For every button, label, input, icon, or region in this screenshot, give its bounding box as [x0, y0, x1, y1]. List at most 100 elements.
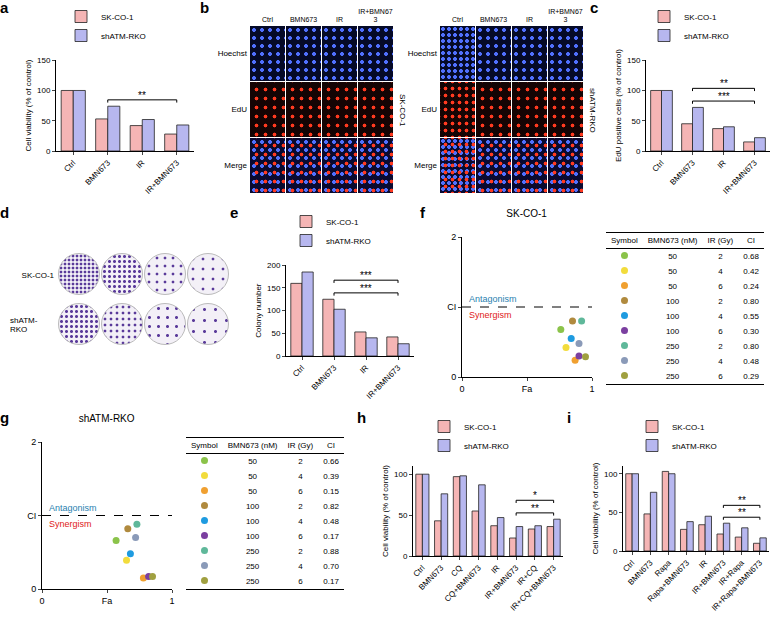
svg-text:**: **	[738, 507, 746, 518]
svg-text:2: 2	[451, 232, 456, 242]
svg-text:100: 100	[604, 470, 618, 479]
html-text:IR+BMN673: IR+BMN673	[358, 8, 393, 23]
svg-text:BMN673: BMN673	[668, 158, 697, 187]
svg-text:0: 0	[31, 584, 36, 594]
svg-text:CI: CI	[27, 511, 36, 521]
html-text:EdU: EdU	[231, 105, 247, 114]
html-text:SK-CO-1: SK-CO-1	[21, 270, 54, 280]
svg-text:0: 0	[636, 147, 641, 156]
svg-text:SK-CO-1: SK-CO-1	[684, 13, 717, 22]
svg-text:CQ+BMN673: CQ+BMN673	[443, 563, 484, 604]
svg-text:Ctrl: Ctrl	[291, 363, 306, 378]
svg-text:50: 50	[631, 117, 640, 126]
svg-text:IR: IR	[490, 563, 502, 575]
svg-text:shATM-RKO: shATM-RKO	[684, 32, 729, 41]
svg-text:150: 150	[267, 284, 281, 293]
svg-text:IR+BMN673: IR+BMN673	[144, 158, 182, 196]
svg-text:Synergism: Synergism	[469, 310, 512, 320]
svg-text:1: 1	[169, 596, 174, 606]
svg-text:shATM-RKO: shATM-RKO	[326, 237, 371, 246]
svg-text:IR+BMN673: IR+BMN673	[365, 363, 403, 401]
svg-text:Antagonism: Antagonism	[469, 294, 517, 304]
svg-text:Rapa: Rapa	[653, 558, 673, 578]
html-text:Merge: Merge	[224, 161, 247, 170]
svg-text:CQ: CQ	[449, 563, 464, 578]
svg-text:50: 50	[271, 329, 280, 338]
svg-text:IR: IR	[358, 363, 370, 375]
svg-text:0: 0	[459, 384, 464, 394]
svg-text:BMN673: BMN673	[417, 563, 446, 592]
html-text:g: g	[0, 409, 10, 426]
svg-text:IR+BMN673: IR+BMN673	[721, 158, 759, 196]
svg-text:50: 50	[398, 511, 407, 520]
svg-text:100: 100	[267, 306, 281, 315]
svg-text:IR: IR	[697, 558, 709, 570]
svg-text:100: 100	[627, 86, 641, 95]
svg-text:***: ***	[360, 270, 372, 281]
html-text:shATM-RKO: shATM-RKO	[10, 316, 38, 334]
svg-text:***: ***	[718, 91, 730, 102]
svg-text:Ctrl: Ctrl	[621, 558, 636, 573]
svg-text:Ctrl: Ctrl	[651, 158, 666, 173]
svg-text:0: 0	[39, 596, 44, 606]
html-text:IR+BMN673: IR+BMN673	[548, 8, 583, 23]
svg-text:**: **	[531, 503, 539, 514]
svg-text:IR+BMN673: IR+BMN673	[483, 563, 521, 601]
svg-text:**: **	[720, 78, 728, 89]
svg-text:150: 150	[627, 56, 641, 65]
html-text:h: h	[357, 409, 367, 426]
svg-text:100: 100	[394, 470, 408, 479]
svg-text:0: 0	[46, 147, 51, 156]
svg-text:Fa: Fa	[522, 384, 533, 394]
svg-text:IR+Rapa+BMN673: IR+Rapa+BMN673	[710, 558, 765, 613]
svg-text:IR: IR	[134, 158, 146, 170]
svg-text:***: ***	[360, 283, 372, 294]
svg-text:shATM-RKO: shATM-RKO	[101, 32, 146, 41]
svg-text:SK-CO-1: SK-CO-1	[506, 208, 547, 219]
svg-text:*: *	[533, 490, 537, 501]
svg-text:BMN673: BMN673	[626, 558, 655, 587]
svg-text:Cell viability (% of control): Cell viability (% of control)	[24, 59, 33, 151]
html-text:b: b	[200, 0, 210, 16]
html-text:Hoechst: Hoechst	[217, 49, 247, 58]
svg-text:Fa: Fa	[102, 596, 113, 606]
svg-text:BMN673: BMN673	[84, 158, 113, 187]
svg-text:Ctrl: Ctrl	[411, 563, 426, 578]
svg-text:BMN673: BMN673	[310, 363, 339, 392]
svg-text:1: 1	[589, 384, 594, 394]
svg-text:IR+CQ+BMN673: IR+CQ+BMN673	[509, 563, 559, 613]
svg-text:**: **	[738, 495, 746, 506]
svg-text:Ctrl: Ctrl	[62, 158, 77, 173]
svg-text:Cell viability (% of control): Cell viability (% of control)	[381, 465, 390, 557]
svg-text:Antagonism: Antagonism	[49, 503, 97, 513]
svg-text:0: 0	[276, 352, 281, 361]
svg-text:SK-CO-1: SK-CO-1	[464, 423, 497, 432]
svg-text:IR+BMN673: IR+BMN673	[690, 558, 728, 596]
svg-text:Colony number: Colony number	[254, 283, 263, 338]
svg-text:2: 2	[31, 437, 36, 447]
svg-text:Synergism: Synergism	[49, 519, 92, 529]
svg-text:Cell viability (% of control): Cell viability (% of control)	[591, 462, 600, 554]
svg-text:50: 50	[608, 508, 617, 517]
svg-text:100: 100	[37, 86, 51, 95]
svg-text:IR: IR	[716, 158, 728, 170]
html-text:d: d	[0, 204, 10, 221]
svg-text:50: 50	[41, 117, 50, 126]
svg-text:IR+Rapa: IR+Rapa	[717, 558, 746, 587]
svg-text:Rapa+BMN673: Rapa+BMN673	[646, 558, 692, 604]
svg-text:0: 0	[403, 552, 408, 561]
svg-text:shATM-RKO: shATM-RKO	[672, 442, 717, 451]
svg-text:shATM-RKO: shATM-RKO	[464, 442, 509, 451]
svg-text:CI: CI	[447, 302, 456, 312]
svg-text:SK-CO-1: SK-CO-1	[101, 13, 134, 22]
svg-text:150: 150	[37, 56, 51, 65]
svg-text:EdU positive cells (% of contr: EdU positive cells (% of control)	[614, 49, 623, 162]
svg-text:shATM-RKO: shATM-RKO	[79, 413, 135, 424]
svg-text:SK-CO-1: SK-CO-1	[326, 218, 359, 227]
svg-text:SK-CO-1: SK-CO-1	[672, 423, 705, 432]
svg-text:0: 0	[613, 547, 618, 556]
svg-text:IR+CQ: IR+CQ	[515, 563, 539, 587]
svg-text:200: 200	[267, 261, 281, 270]
svg-text:0: 0	[451, 372, 456, 382]
svg-text:**: **	[138, 90, 146, 101]
